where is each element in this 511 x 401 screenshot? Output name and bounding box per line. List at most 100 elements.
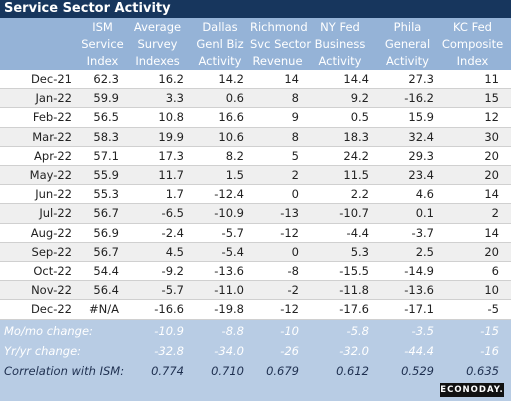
table-cell: 16.6 (218, 110, 244, 125)
table-cell: -17.6 (339, 302, 369, 317)
row-label: Mar-22 (32, 129, 72, 144)
summary-cell: -3.5 (411, 324, 434, 338)
table-cell: 55.9 (93, 168, 119, 182)
row-label: Sep-22 (31, 244, 72, 259)
header-background (0, 18, 511, 70)
summary-cell: 0.529 (401, 364, 434, 378)
table-cell: 16.2 (158, 72, 184, 86)
row-label: Jan-22 (35, 91, 72, 106)
table-cell: -2 (287, 283, 299, 298)
table-cell: 11 (484, 72, 499, 86)
table-cell: -16.2 (404, 91, 434, 106)
column-header: Indexes (135, 54, 180, 68)
table-cell: 4.6 (415, 187, 434, 202)
table-cell: -8 (287, 264, 299, 278)
row-label: May-22 (29, 168, 72, 182)
table-row (0, 166, 511, 186)
summary-cell: -26 (280, 344, 299, 358)
table-cell: 15.9 (408, 110, 434, 125)
table-cell: 57.1 (93, 148, 119, 163)
table-cell: -13 (280, 206, 299, 221)
table-cell: 59.9 (93, 91, 119, 106)
row-label: Aug-22 (30, 225, 72, 240)
table-row (0, 127, 511, 147)
table-cell: 5.3 (350, 244, 369, 259)
table-cell: 10.8 (158, 110, 184, 125)
column-header: General (384, 37, 431, 51)
column-header: Revenue (252, 54, 303, 68)
table-cell: -5.4 (221, 244, 244, 259)
summary-cell: -15 (480, 324, 499, 338)
table-row (0, 300, 511, 320)
table-cell: 14.2 (218, 72, 244, 86)
table-cell: -13.6 (214, 264, 244, 278)
column-header: Svc Sector (250, 37, 312, 51)
table-cell: 2 (491, 206, 499, 221)
summary-cell: 0.774 (151, 364, 184, 378)
table-row (0, 70, 511, 90)
table-cell: -14.9 (404, 264, 434, 278)
summary-cell: -8.8 (221, 324, 244, 338)
table-cell: 10.6 (218, 129, 244, 144)
table-cell: -5.7 (221, 225, 244, 240)
table-row (0, 204, 511, 224)
summary-label: Mo/mo change: (4, 324, 93, 338)
table-cell: -11.8 (339, 283, 369, 298)
summary-cell: 0.710 (211, 364, 244, 378)
table-cell: 2.2 (350, 187, 369, 202)
table-cell: 32.4 (408, 129, 434, 144)
table-row (0, 223, 511, 243)
table-cell: -10.7 (339, 206, 369, 221)
title: Service Sector Activity (0, 0, 511, 18)
table-cell: 55.3 (93, 187, 119, 202)
summary-background (0, 320, 511, 401)
table-cell: -6.5 (161, 206, 184, 221)
table-cell: 14.4 (343, 72, 369, 86)
row-label: Dec-22 (30, 302, 72, 317)
table-cell: 0.6 (225, 91, 244, 106)
table-cell: -9.2 (161, 264, 184, 278)
table-cell: 0.1 (415, 206, 434, 221)
table-cell: 18.3 (343, 129, 369, 144)
summary-label: Yr/yr change: (4, 344, 82, 358)
column-header: Activity (385, 54, 429, 68)
logo: ECONODAY. (440, 383, 504, 397)
summary-cell: -5.8 (346, 324, 369, 338)
table-cell: 11.7 (158, 168, 184, 182)
table-cell: 20 (484, 168, 499, 182)
table-cell: 0.5 (350, 110, 369, 125)
row-label: Nov-22 (31, 283, 72, 298)
table-cell: 9.2 (350, 91, 369, 106)
table-cell: -12.4 (214, 187, 244, 202)
column-header: ISM (92, 20, 113, 34)
table-row (0, 108, 511, 128)
table-cell: 56.7 (93, 206, 119, 221)
table-cell: 20 (484, 148, 499, 163)
summary-cell: -32.8 (154, 344, 184, 358)
table-cell: 12 (484, 110, 499, 125)
row-label: Dec-21 (30, 72, 72, 86)
table-cell: 0 (291, 187, 299, 202)
table-cell: 4.5 (165, 244, 184, 259)
column-header: Richmond (250, 20, 308, 34)
table-cell: 30 (484, 129, 499, 144)
table-cell: -19.8 (214, 302, 244, 317)
table-cell: 0 (291, 244, 299, 259)
table-cell: -15.5 (339, 264, 369, 278)
table-cell: 14 (284, 72, 299, 86)
column-header: Activity (198, 54, 242, 68)
table-cell: 10 (484, 283, 499, 298)
table-cell: 1.5 (225, 168, 244, 182)
row-label: Jul-22 (39, 206, 72, 221)
table-cell: -3.7 (411, 225, 434, 240)
table-cell: 56.4 (93, 283, 119, 298)
table-cell: 3.3 (165, 91, 184, 106)
column-header: Phila (393, 20, 422, 34)
summary-cell: -10.9 (154, 324, 184, 338)
table-cell: 62.3 (93, 72, 119, 86)
summary-label: Correlation with ISM: (4, 364, 125, 378)
column-header: Index (86, 54, 119, 68)
table-cell: 15 (484, 91, 499, 106)
table-row (0, 242, 511, 262)
table-cell: 17.3 (158, 148, 184, 163)
